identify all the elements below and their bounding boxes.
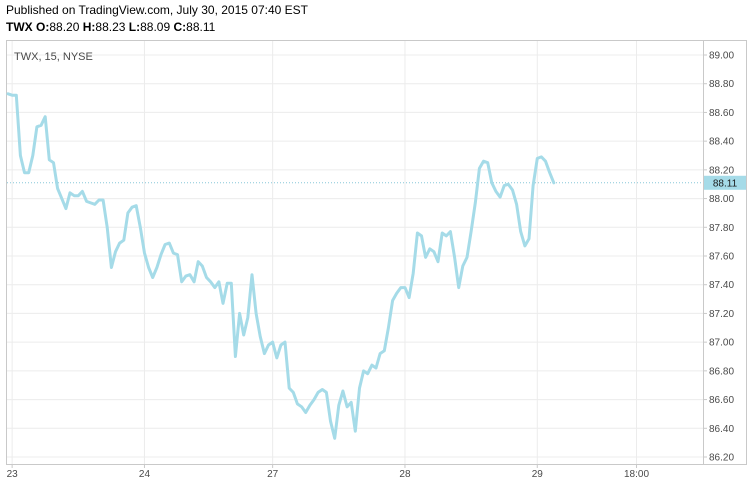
y-tick-label: 86.60: [709, 395, 734, 406]
y-tick-label: 88.00: [709, 194, 734, 205]
series-line: [6, 92, 556, 440]
low-value: 88.09: [140, 20, 171, 34]
x-tick-label: 23: [7, 469, 19, 480]
chart-header: Published on TradingView.com, July 30, 2…: [6, 2, 746, 35]
x-tick-label: 24: [139, 469, 151, 480]
last-price-label: 88.11: [713, 178, 738, 189]
y-tick-label: 87.80: [709, 223, 734, 234]
high-value: 88.23: [95, 20, 126, 34]
ohlc-readout: TWX O:88.20 H:88.23 L:88.09 C:88.11: [6, 19, 746, 35]
open-value: 88.20: [49, 20, 80, 34]
time-axis: 23 24 27 28 29 18:00: [7, 464, 649, 480]
high-label: H:: [82, 20, 96, 34]
y-tick-label: 88.40: [709, 137, 734, 148]
y-tick-label: 86.40: [709, 424, 734, 435]
low-label: L:: [128, 20, 141, 34]
y-tick-label: 88.20: [709, 165, 734, 176]
y-tick-label: 88.60: [709, 108, 734, 119]
y-tick-label: 87.20: [709, 309, 734, 320]
x-tick-label: 18:00: [624, 469, 649, 480]
symbol-ticker: TWX: [6, 20, 33, 34]
y-tick-label: 86.80: [709, 366, 734, 377]
grid-lines: [7, 41, 703, 464]
x-tick-label: 29: [532, 469, 544, 480]
y-tick-label: 87.40: [709, 280, 734, 291]
last-price-badge-bg: [704, 175, 746, 190]
close-value: 88.11: [186, 20, 216, 34]
last-price-badge: 88.11: [704, 175, 746, 190]
close-label: C:: [173, 20, 187, 34]
chart-title: TWX, 15, NYSE: [14, 51, 93, 63]
published-notice: Published on TradingView.com, July 30, 2…: [6, 3, 308, 17]
y-tick-label: 86.20: [709, 453, 734, 464]
open-label: O:: [36, 20, 50, 34]
y-tick-label: 89.00: [709, 51, 734, 62]
x-tick-label: 27: [267, 469, 279, 480]
x-tick-label: 28: [399, 469, 411, 480]
price-axis: 89.00 88.80 88.60 88.40 88.20 88.00 87.80 87.60…: [703, 51, 734, 464]
y-tick-label: 88.80: [709, 79, 734, 90]
y-tick-label: 87.00: [709, 338, 734, 349]
price-axis-frame: [703, 40, 747, 465]
y-tick-label: 87.60: [709, 252, 734, 263]
